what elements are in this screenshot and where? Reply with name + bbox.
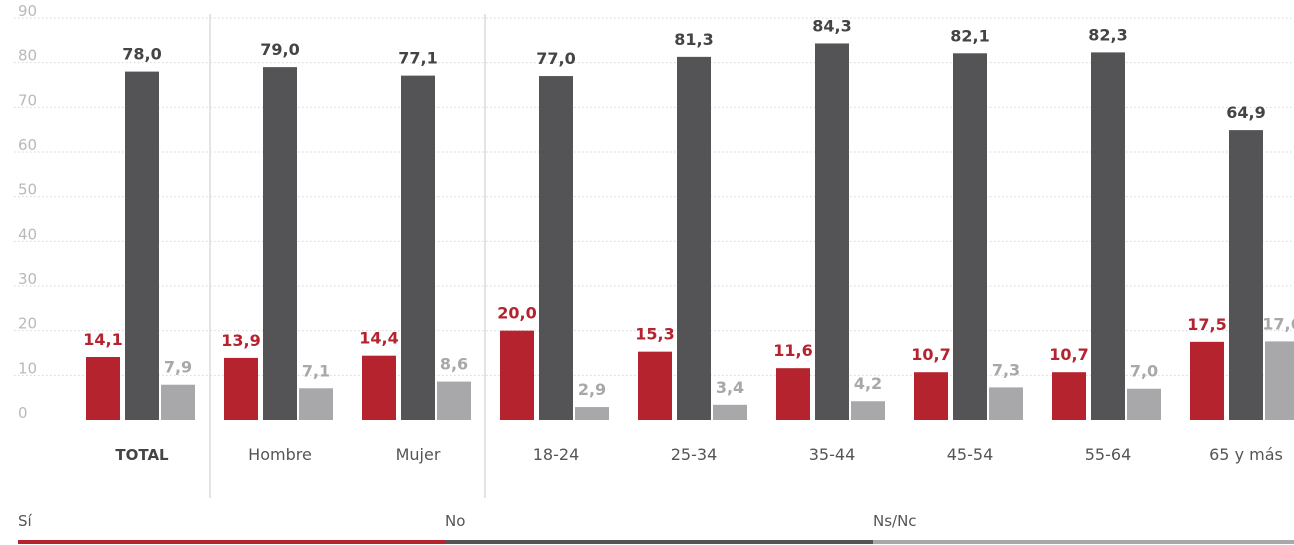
legend-label: Ns/Nc — [873, 512, 917, 530]
data-label: 77,0 — [536, 49, 575, 68]
bar-no-hombre — [263, 67, 297, 420]
data-label: 15,3 — [635, 325, 674, 344]
y-tick-label: 50 — [18, 181, 37, 199]
bar-no-45-54 — [953, 53, 987, 420]
y-tick-label: 80 — [18, 47, 37, 65]
bar-s-mujer — [362, 355, 396, 420]
bar-s-55-64 — [1052, 372, 1086, 420]
bar-no-total — [125, 71, 159, 420]
bar-nsnc-35-44 — [851, 401, 885, 420]
y-tick-label: 70 — [18, 91, 37, 109]
y-tick-label: 60 — [18, 136, 37, 154]
category-label: 65 y más — [1209, 445, 1283, 464]
bar-no-65-y-m-s — [1229, 130, 1263, 420]
legend-swatch — [18, 540, 445, 544]
y-tick-label: 0 — [18, 404, 28, 422]
data-label: 82,1 — [950, 26, 989, 45]
bars — [86, 43, 1294, 421]
legend: Sí No Ns/Nc — [18, 512, 1294, 544]
data-label: 3,4 — [716, 378, 744, 397]
data-label: 4,2 — [854, 374, 882, 393]
data-label: 84,3 — [812, 16, 851, 35]
data-label: 2,9 — [578, 380, 606, 399]
category-label: Mujer — [396, 445, 441, 464]
data-label: 79,0 — [260, 40, 299, 59]
bar-nsnc-55-64 — [1127, 388, 1161, 420]
data-label: 77,1 — [398, 49, 437, 68]
data-label: 11,6 — [773, 341, 812, 360]
bar-s-65-y-m-s — [1190, 341, 1224, 420]
bar-no-18-24 — [539, 76, 573, 421]
gridlines — [14, 17, 1294, 376]
bar-no-mujer — [401, 75, 435, 421]
legend-label: Sí — [18, 512, 33, 530]
bar-s-25-34 — [638, 351, 672, 420]
bar-nsnc-hombre — [299, 388, 333, 420]
x-axis-category-labels: TOTAL Hombre Mujer 18-24 25-34 35-44 45-54 55-6… — [115, 445, 1282, 464]
data-label: 14,4 — [359, 329, 398, 348]
group-separators — [209, 14, 486, 498]
bar-nsnc-65-y-m-s — [1265, 341, 1294, 420]
bar-nsnc-45-54 — [989, 387, 1023, 420]
y-tick-label: 90 — [18, 2, 37, 20]
data-label: 7,3 — [992, 360, 1020, 379]
bar-s-18-24 — [500, 330, 534, 420]
data-label: 17,6 — [1262, 314, 1294, 333]
data-label: 7,9 — [164, 358, 192, 377]
bar-s-total — [86, 357, 120, 420]
data-label: 64,9 — [1226, 103, 1265, 122]
data-label: 7,0 — [1130, 362, 1158, 381]
bar-nsnc-25-34 — [713, 404, 747, 420]
category-label: 18-24 — [533, 445, 580, 464]
data-label: 82,3 — [1088, 25, 1127, 44]
y-axis-tick-labels: 0 10 20 30 40 50 60 70 80 90 — [18, 2, 37, 422]
data-label: 81,3 — [674, 30, 713, 49]
bar-s-35-44 — [776, 368, 810, 420]
data-label: 17,5 — [1187, 315, 1226, 334]
y-tick-label: 40 — [18, 225, 37, 243]
data-label: 13,9 — [221, 331, 260, 350]
data-label: 78,0 — [122, 45, 161, 64]
bar-s-hombre — [224, 357, 258, 420]
bar-no-55-64 — [1091, 52, 1125, 420]
data-label: 20,0 — [497, 304, 536, 323]
bar-no-35-44 — [815, 43, 849, 421]
category-label: TOTAL — [115, 446, 169, 464]
y-tick-label: 30 — [18, 270, 37, 288]
bar-nsnc-mujer — [437, 381, 471, 420]
legend-swatch — [873, 540, 1294, 544]
category-label: 35-44 — [809, 445, 856, 464]
category-label: 45-54 — [947, 445, 994, 464]
data-label: 7,1 — [302, 361, 330, 380]
bar-nsnc-18-24 — [575, 407, 609, 420]
data-label: 10,7 — [1049, 345, 1088, 364]
category-label: 55-64 — [1085, 445, 1132, 464]
category-label: Hombre — [248, 445, 312, 464]
bar-s-45-54 — [914, 372, 948, 420]
data-label: 14,1 — [83, 330, 122, 349]
y-tick-label: 10 — [18, 359, 37, 377]
y-tick-label: 20 — [18, 315, 37, 333]
bar-no-25-34 — [677, 56, 711, 421]
bar-nsnc-total — [161, 384, 195, 420]
data-label: 8,6 — [440, 355, 468, 374]
data-labels: 14,1 78,0 7,9 13,9 79,0 7,1 14,4 77,1 8,6 20,0 77,… — [83, 16, 1294, 399]
legend-label: No — [445, 512, 465, 530]
data-label: 10,7 — [911, 345, 950, 364]
category-label: 25-34 — [671, 445, 718, 464]
legend-swatch — [445, 540, 873, 544]
